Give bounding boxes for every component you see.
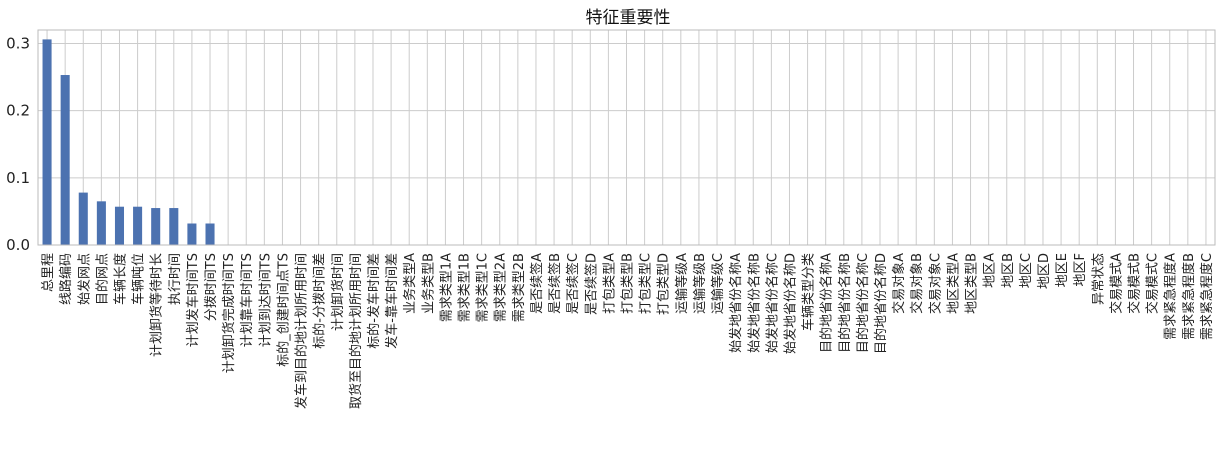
x-tick-label: 计划到达时间TS: [258, 253, 273, 347]
x-tick-label: 目的网点: [94, 253, 110, 305]
x-tick-label: 需求类型1C: [476, 253, 491, 322]
bar: [96, 201, 106, 245]
x-tick-label: 始发地省份名称A: [728, 253, 744, 353]
x-tick-label: 地区C: [1019, 253, 1034, 288]
x-tick-label: 是否续签D: [583, 253, 599, 315]
x-tick-label: 需求类型2A: [494, 253, 509, 322]
x-tick-label: 是否续签C: [565, 253, 581, 314]
x-tick-label: 交易模式B: [1127, 253, 1143, 314]
x-tick-label: 需求类型1B: [458, 253, 473, 322]
x-tick-label: 地区B: [1001, 253, 1016, 288]
x-tick-label: 地区F: [1073, 253, 1088, 286]
x-tick-label: 打包类型B: [621, 253, 636, 314]
y-tick-label: 0.0: [6, 236, 30, 254]
y-tick-label: 0.3: [6, 34, 30, 52]
x-tick-label: 标的-分拨时间差: [312, 253, 328, 349]
x-tick-label: 需求紧急程度A: [1163, 253, 1179, 340]
x-tick-label: 目的地省份名称A: [819, 253, 835, 353]
chart-title: 特征重要性: [586, 8, 671, 28]
x-tick-label: 目的地省份名称C: [855, 253, 871, 353]
x-tick-label: 打包类型A: [602, 253, 617, 314]
x-tick-label: 需求类型2B: [512, 253, 527, 322]
x-tick-label: 业务类型B: [420, 253, 436, 314]
x-tick-label: 交易模式C: [1145, 253, 1161, 314]
x-tick-label: 打包类型D: [657, 253, 672, 315]
plot-frame: [37, 29, 1216, 246]
bar-layer: [42, 39, 215, 245]
x-tick-label: 业务类型A: [402, 253, 418, 314]
x-tick-label: 计划发车时间TS: [185, 253, 201, 347]
x-tick-label: 交易对象A: [891, 253, 907, 314]
x-tick-label: 目的地省份名称B: [837, 253, 853, 353]
x-tick-label: 标的_创建时间点TS: [275, 253, 291, 367]
x-tick-label: 地区A: [983, 253, 998, 288]
x-tick-label: 地区类型A: [946, 253, 961, 314]
y-tick-label: 0.1: [6, 169, 30, 187]
x-tick-label: 需求紧急程度C: [1199, 253, 1215, 340]
x-tick-label: 需求类型1A: [439, 253, 454, 322]
bar: [114, 206, 125, 245]
label-layer: 总里程 线路编码 始发网点 目的网点 车辆长度 车辆吨位 计划卸货等待时长 执行时间 计划发车时…: [41, 253, 1215, 409]
x-tick-label: 是否续签B: [547, 253, 563, 314]
x-tick-label: 交易对象B: [909, 253, 925, 314]
x-tick-label: 计划卸货时间: [330, 253, 346, 331]
x-tick-label: 运输等级C: [710, 253, 726, 314]
x-tick-label: 计划靠车时间TS: [239, 253, 255, 347]
bar: [133, 206, 143, 245]
bar: [42, 39, 52, 245]
x-tick-label: 线路编码: [58, 253, 74, 305]
x-tick-label: 交易对象C: [927, 253, 943, 314]
x-tick-label: 发车到目的地计划所用时间: [294, 253, 310, 409]
grid-layer: [38, 30, 1215, 246]
x-tick-label: 是否续签A: [529, 253, 545, 314]
bar: [187, 223, 197, 245]
x-tick-label: 取货至目的地计划所用时间: [348, 253, 364, 409]
x-tick-label: 地区E: [1055, 253, 1070, 287]
x-tick-label: 总里程: [41, 253, 56, 292]
y-tick-label: 0.2: [6, 102, 30, 120]
x-tick-label: 执行时间: [168, 253, 183, 305]
bar: [151, 208, 161, 245]
x-tick-label: 始发网点: [76, 253, 92, 305]
x-tick-label: 始发地省份名称B: [746, 253, 762, 353]
x-tick-label: 交易模式A: [1108, 253, 1124, 314]
x-tick-label: 标的-发车时间差: [366, 253, 382, 349]
x-tick-label: 始发地省份名称C: [764, 253, 780, 353]
x-tick-label: 始发地省份名称D: [782, 253, 798, 354]
bar: [205, 223, 215, 245]
x-tick-label: 打包类型C: [639, 253, 654, 314]
bar: [78, 192, 88, 245]
x-tick-label: 目的地省份名称D: [873, 253, 889, 354]
x-tick-label: 发车-靠车时间差: [384, 253, 400, 349]
x-tick-label: 车辆类型分类: [801, 253, 817, 331]
x-tick-label: 计划卸货完成时间TS: [221, 253, 237, 373]
x-tick-label: 车辆吨位: [131, 253, 147, 305]
bar: [60, 75, 70, 245]
axis-layer: 0.0 0.1 0.2 0.3: [6, 29, 1216, 254]
x-tick-label: 地区D: [1037, 253, 1052, 289]
x-tick-label: 运输等级A: [674, 253, 690, 314]
x-tick-label: 车辆长度: [112, 253, 128, 305]
x-tick-label: 异常状态: [1091, 253, 1106, 305]
bar: [169, 208, 179, 245]
x-tick-label: 计划卸货等待时长: [149, 253, 165, 357]
x-tick-label: 地区类型B: [965, 253, 980, 314]
x-tick-label: 运输等级B: [692, 253, 708, 314]
x-tick-label: 分拨时间TS: [204, 253, 219, 321]
x-tick-label: 需求紧急程度B: [1181, 253, 1197, 340]
